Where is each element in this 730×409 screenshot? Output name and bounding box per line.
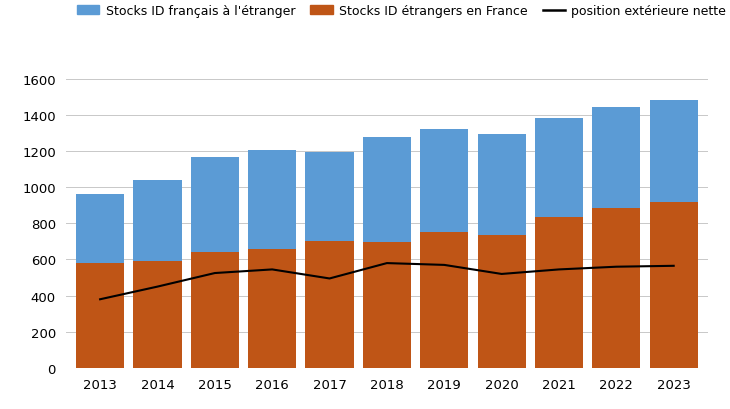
- Bar: [248, 151, 296, 368]
- Bar: [248, 249, 296, 368]
- Bar: [477, 236, 526, 368]
- Bar: [592, 209, 640, 368]
- Bar: [420, 233, 469, 368]
- Bar: [76, 195, 124, 368]
- Bar: [363, 243, 411, 368]
- Bar: [134, 262, 182, 368]
- Bar: [592, 108, 640, 368]
- Bar: [650, 101, 698, 368]
- Bar: [535, 119, 583, 368]
- Bar: [650, 203, 698, 368]
- Bar: [305, 153, 353, 368]
- Bar: [76, 263, 124, 368]
- Bar: [305, 242, 353, 368]
- Bar: [477, 135, 526, 368]
- Bar: [191, 253, 239, 368]
- Bar: [134, 180, 182, 368]
- Bar: [420, 130, 469, 368]
- Legend: Stocks ID français à l'étranger, Stocks ID étrangers en France, position extérie: Stocks ID français à l'étranger, Stocks …: [72, 0, 730, 23]
- Bar: [191, 158, 239, 368]
- Bar: [363, 138, 411, 368]
- Bar: [535, 218, 583, 368]
